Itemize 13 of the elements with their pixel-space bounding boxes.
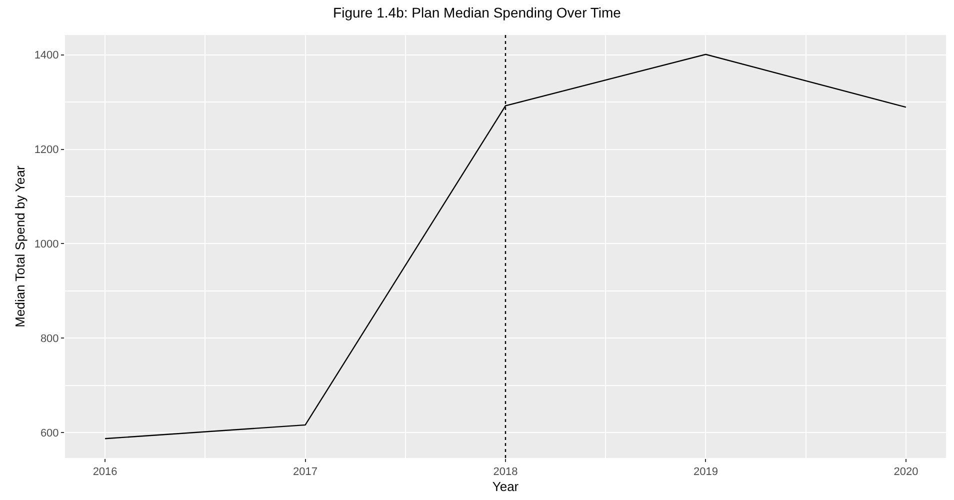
y-tick-label: 600 (40, 427, 59, 440)
y-tick-label: 800 (40, 332, 59, 345)
y-tick-label: 1400 (34, 50, 59, 62)
y-tick-label: 1000 (34, 238, 59, 251)
y-tick-label: 1200 (34, 144, 59, 156)
x-tick-label: 2017 (293, 466, 318, 478)
x-tick-label: 2019 (693, 466, 718, 478)
x-axis-title: Year (492, 478, 520, 494)
x-tick-label: 2018 (493, 466, 518, 478)
x-tick-label: 2020 (894, 466, 918, 478)
y-axis-title: Median Total Spend by Year (12, 165, 28, 328)
chart-title: Figure 1.4b: Plan Median Spending Over Time (333, 4, 622, 20)
x-tick-label: 2016 (92, 466, 118, 478)
